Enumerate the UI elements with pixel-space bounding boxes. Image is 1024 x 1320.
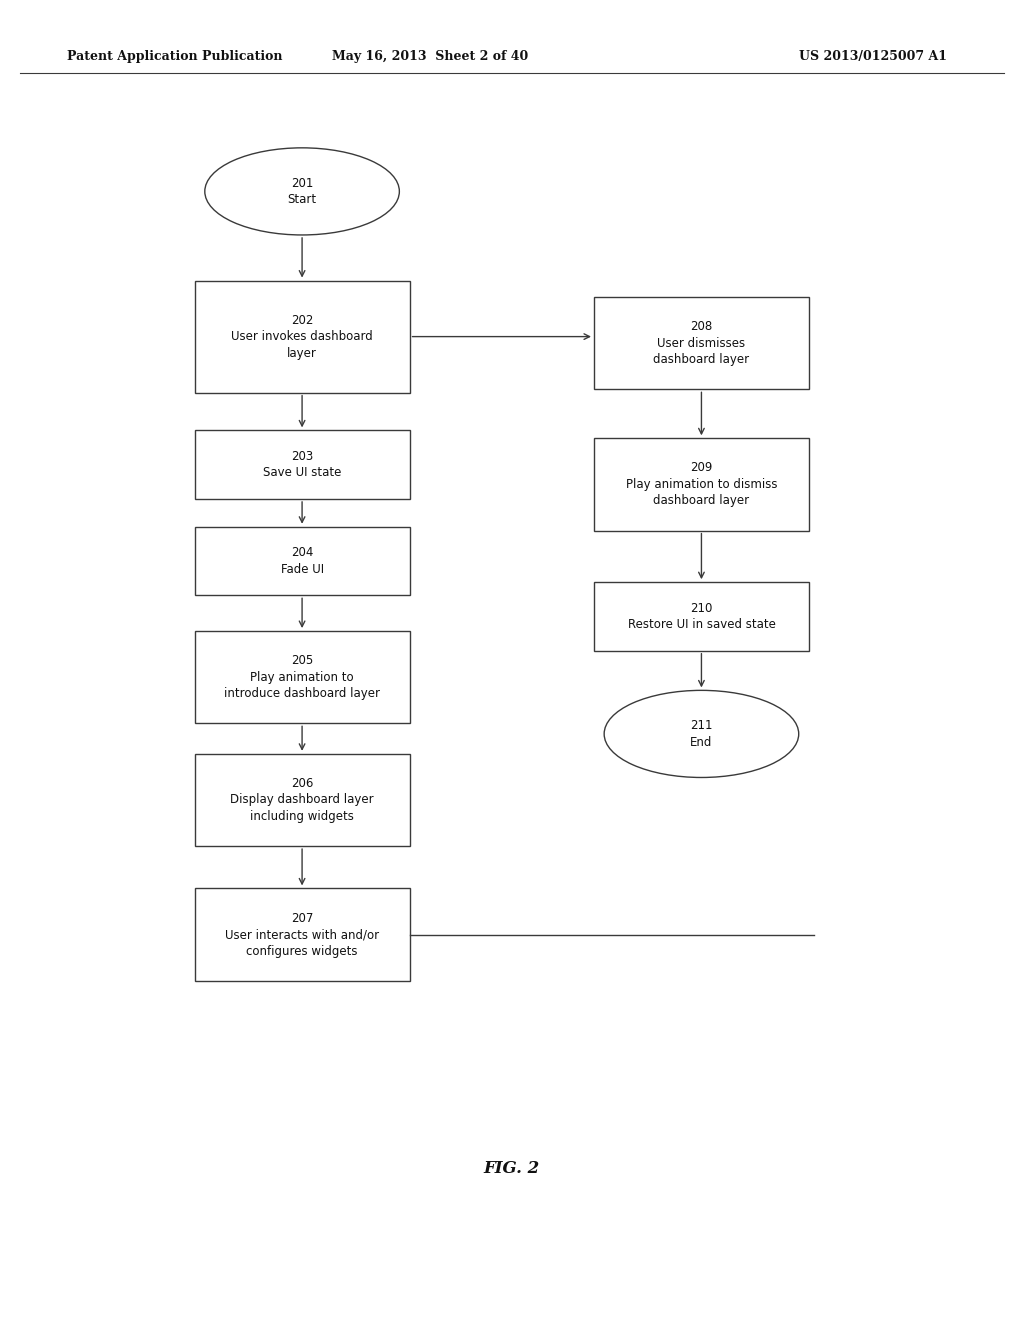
Text: Patent Application Publication: Patent Application Publication <box>67 50 282 63</box>
Ellipse shape <box>604 690 799 777</box>
Text: 203
Save UI state: 203 Save UI state <box>263 450 341 479</box>
Bar <box>195 754 410 846</box>
Text: FIG. 2: FIG. 2 <box>484 1160 540 1176</box>
Bar <box>594 297 809 389</box>
Text: May 16, 2013  Sheet 2 of 40: May 16, 2013 Sheet 2 of 40 <box>332 50 528 63</box>
Text: 211
End: 211 End <box>690 719 713 748</box>
Text: 202
User invokes dashboard
layer: 202 User invokes dashboard layer <box>231 314 373 359</box>
Text: 209
Play animation to dismiss
dashboard layer: 209 Play animation to dismiss dashboard … <box>626 462 777 507</box>
Bar <box>195 888 410 981</box>
Text: 205
Play animation to
introduce dashboard layer: 205 Play animation to introduce dashboar… <box>224 655 380 700</box>
Bar <box>195 281 410 393</box>
Bar <box>594 582 809 651</box>
Text: 207
User interacts with and/or
configures widgets: 207 User interacts with and/or configure… <box>225 912 379 957</box>
Text: 204
Fade UI: 204 Fade UI <box>281 546 324 576</box>
Ellipse shape <box>205 148 399 235</box>
Text: 210
Restore UI in saved state: 210 Restore UI in saved state <box>628 602 775 631</box>
Bar <box>195 631 410 723</box>
Bar <box>195 430 410 499</box>
Text: 206
Display dashboard layer
including widgets: 206 Display dashboard layer including wi… <box>230 777 374 822</box>
Text: 201
Start: 201 Start <box>288 177 316 206</box>
Text: US 2013/0125007 A1: US 2013/0125007 A1 <box>799 50 947 63</box>
Bar <box>594 438 809 531</box>
Text: 208
User dismisses
dashboard layer: 208 User dismisses dashboard layer <box>653 321 750 366</box>
Bar <box>195 527 410 595</box>
